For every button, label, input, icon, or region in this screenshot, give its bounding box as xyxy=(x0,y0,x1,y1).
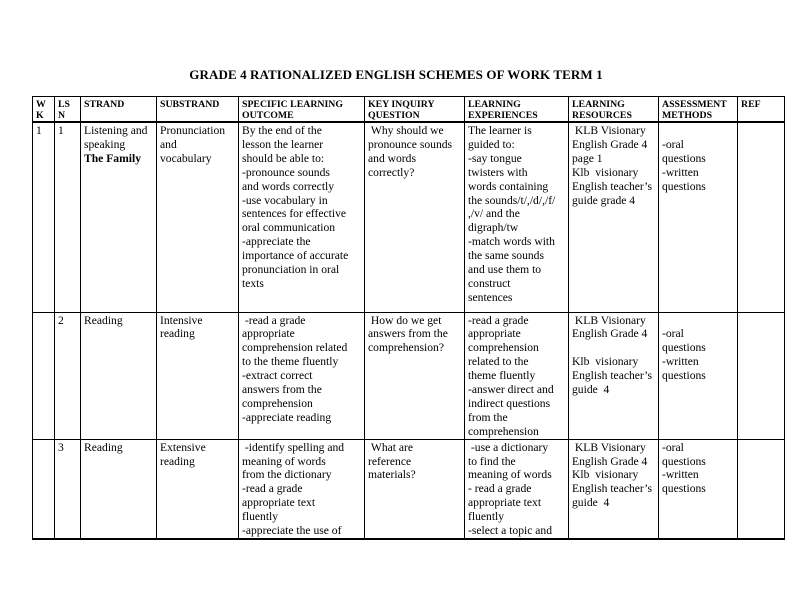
cell-learning-resources: KLB Visionary English Grade 4 page 1 Klb… xyxy=(568,121,659,313)
cell-learning-experiences: -use a dictionary to find the meaning of… xyxy=(464,438,569,540)
cell-strand: Reading xyxy=(80,311,157,440)
header-ref: REF xyxy=(737,96,785,123)
page-title: GRADE 4 RATIONALIZED ENGLISH SCHEMES OF … xyxy=(189,67,603,82)
header-substrand: SUBSTRAND xyxy=(156,96,239,123)
header-week: W K xyxy=(32,96,55,123)
cell-learning-experiences: -read a grade appropriate comprehension … xyxy=(464,311,569,440)
table-header-row: W K LS N STRAND SUBSTRAND SPECIFIC LEARN… xyxy=(32,96,785,123)
cell-week xyxy=(32,438,55,540)
cell-substrand: Pronunciation and vocabulary xyxy=(156,121,239,313)
header-assessment-methods: ASSESSMENT METHODS xyxy=(658,96,738,123)
cell-specific-learning-outcome: By the end of the lesson the learner sho… xyxy=(238,121,365,313)
cell-substrand: Intensive reading xyxy=(156,311,239,440)
cell-substrand: Extensive reading xyxy=(156,438,239,540)
cell-lesson: 3 xyxy=(54,438,81,540)
cell-specific-learning-outcome: -identify spelling and meaning of words … xyxy=(238,438,365,540)
cell-ref xyxy=(737,438,785,540)
cell-ref xyxy=(737,311,785,440)
header-strand: STRAND xyxy=(80,96,157,123)
strand-theme: The Family xyxy=(84,151,142,165)
cell-learning-resources: KLB Visionary English Grade 4 Klb vision… xyxy=(568,438,659,540)
cell-lesson: 1 xyxy=(54,121,81,313)
header-specific-learning-outcome: SPECIFIC LEARNING OUTCOME xyxy=(238,96,365,123)
cell-assessment-methods: -oral questions -written questions xyxy=(658,438,738,540)
cell-lesson: 2 xyxy=(54,311,81,440)
cell-specific-learning-outcome: -read a grade appropriate comprehension … xyxy=(238,311,365,440)
header-learning-experiences: LEARNING EXPERIENCES xyxy=(464,96,569,123)
table-row: 2 Reading Intensive reading -read a grad… xyxy=(32,311,785,440)
cell-assessment-methods: -oral questions -written questions xyxy=(658,121,738,313)
cell-strand: Listening and speaking The Family xyxy=(80,121,157,313)
cell-week: 1 xyxy=(32,121,55,313)
cell-ref xyxy=(737,121,785,313)
header-learning-resources: LEARNING RESOURCES xyxy=(568,96,659,123)
table-row: 1 1 Listening and speaking The Family Pro… xyxy=(32,121,785,313)
cell-key-inquiry-question: Why should we pronounce sounds and words… xyxy=(364,121,465,313)
cell-assessment-methods: -oral questions -written questions xyxy=(658,311,738,440)
cell-learning-resources: KLB Visionary English Grade 4 Klb vision… xyxy=(568,311,659,440)
header-key-inquiry-question: KEY INQUIRY QUESTION xyxy=(364,96,465,123)
cell-week xyxy=(32,311,55,440)
header-lesson: LS N xyxy=(54,96,81,123)
cell-key-inquiry-question: What are reference materials? xyxy=(364,438,465,540)
table-row: 3 Reading Extensive reading -identify sp… xyxy=(32,438,785,540)
schemes-of-work-table: W K LS N STRAND SUBSTRAND SPECIFIC LEARN… xyxy=(32,96,785,540)
cell-learning-experiences: The learner is guided to: -say tongue tw… xyxy=(464,121,569,313)
cell-strand: Reading xyxy=(80,438,157,540)
cell-key-inquiry-question: How do we get answers from the comprehen… xyxy=(364,311,465,440)
